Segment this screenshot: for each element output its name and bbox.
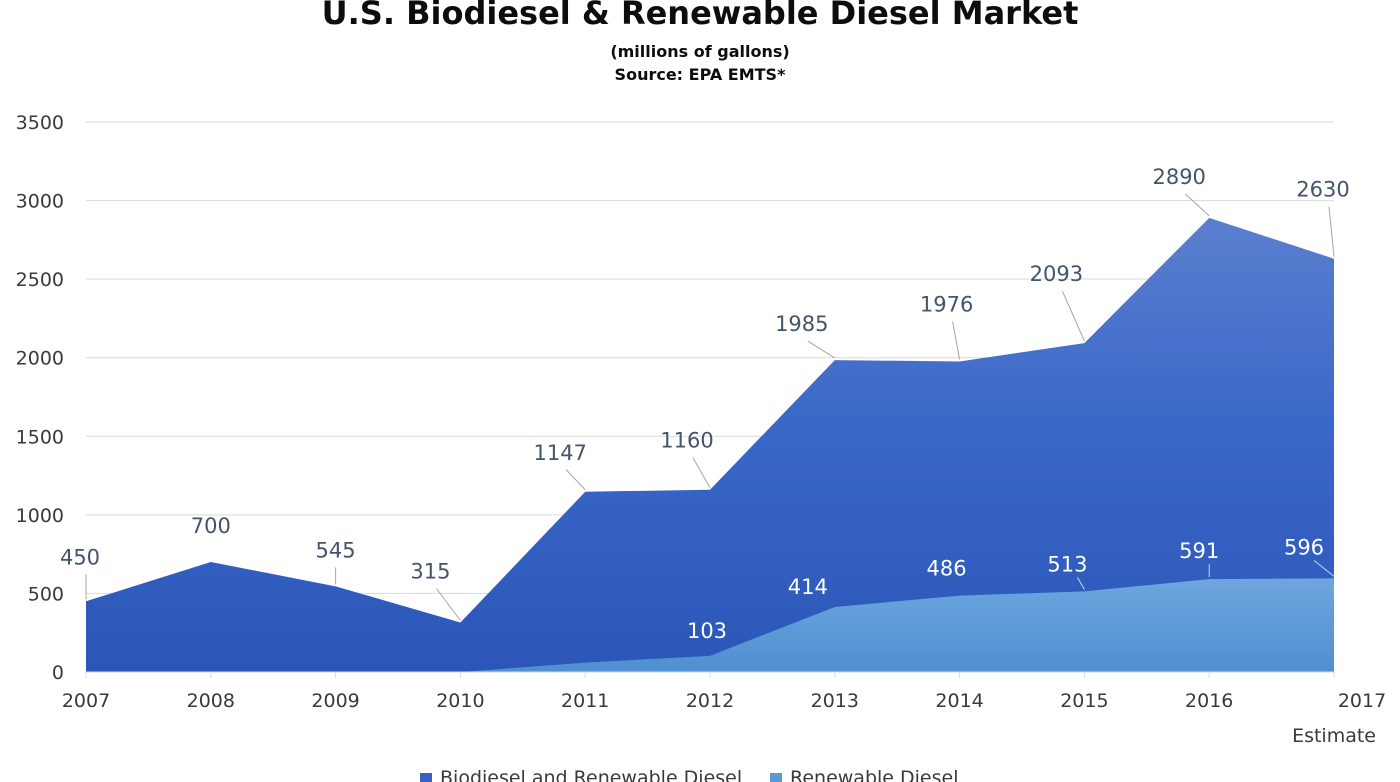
data-label-total: 2093 [1030,262,1083,286]
x-tick-label: 2017 [1338,690,1386,712]
data-label-leader [692,457,711,488]
data-labels: 450 700 545 315 1147 1160 1985 1976 2093 2890 2630… [60,165,1350,643]
data-label-total: 2630 [1296,178,1349,202]
legend: Biodiesel and Renewable Diesel Renewable … [420,767,959,782]
data-label-renewable: 513 [1047,552,1087,576]
y-tick-label: 3500 [16,112,64,134]
data-label-total: 2890 [1152,165,1205,189]
legend-swatch [420,773,432,782]
data-label-renewable: 486 [927,557,967,581]
area-biodiesel-and-renewable-diesel [86,217,1334,672]
y-tick-label: 500 [28,583,64,605]
data-label-total: 545 [316,538,356,562]
data-label-leader [435,588,461,621]
y-tick-label: 1500 [16,426,64,448]
data-label-total: 1147 [533,441,586,465]
data-label-leader [1313,559,1335,577]
data-label-leader [1184,193,1210,217]
x-tick-label: 2008 [187,690,235,712]
x-tick-note: Estimate [1292,725,1376,747]
data-label-renewable: 414 [788,575,828,599]
legend-label: Biodiesel and Renewable Diesel [440,767,742,782]
data-label-leader [565,469,586,491]
y-tick-label: 2500 [16,269,64,291]
data-label-leader [1061,290,1085,342]
x-tick-label: 2014 [935,690,983,712]
plot-areas [86,217,1334,672]
data-label-total: 700 [191,514,231,538]
data-label-leader [1328,206,1335,257]
x-tick-label: 2010 [436,690,484,712]
y-tick-label: 1000 [16,505,64,527]
data-label-total: 450 [60,545,100,569]
x-tick-label: 2011 [561,690,609,712]
y-tick-label: 3000 [16,191,64,213]
data-label-total: 1976 [920,292,973,316]
x-tick-label: 2016 [1185,690,1233,712]
chart-subtitle-source: Source: EPA EMTS* [615,65,787,84]
y-axis: 0 500 1000 1500 2000 2500 3000 3500 [16,112,64,684]
data-label-total: 315 [410,560,450,584]
y-tick-label: 2000 [16,348,64,370]
data-label-total: 1160 [660,429,713,453]
x-tick-label: 2013 [811,690,859,712]
data-label-renewable: 596 [1284,535,1324,559]
gridlines [86,121,1334,594]
data-label-total: 1985 [775,312,828,336]
data-label-leader [1076,577,1085,590]
x-tick-label: 2015 [1060,690,1108,712]
data-label-leader [952,321,961,360]
x-axis: 2007 2008 2009 2010 2011 2012 2013 2014 2015 2016… [62,671,1386,747]
legend-label: Renewable Diesel [790,767,959,782]
chart-subtitle-units: (millions of gallons) [610,42,789,61]
data-label-renewable: 591 [1179,539,1219,563]
x-tick-label: 2012 [686,690,734,712]
x-tick-label: 2009 [311,690,359,712]
area-renewable-diesel [86,578,1334,672]
y-tick-label: 0 [52,662,64,684]
x-tick-label: 2007 [62,690,110,712]
data-label-leader [807,340,836,359]
data-label-renewable: 103 [687,619,727,643]
legend-swatch [770,773,782,782]
chart-title: U.S. Biodiesel & Renewable Diesel Market [322,0,1079,32]
